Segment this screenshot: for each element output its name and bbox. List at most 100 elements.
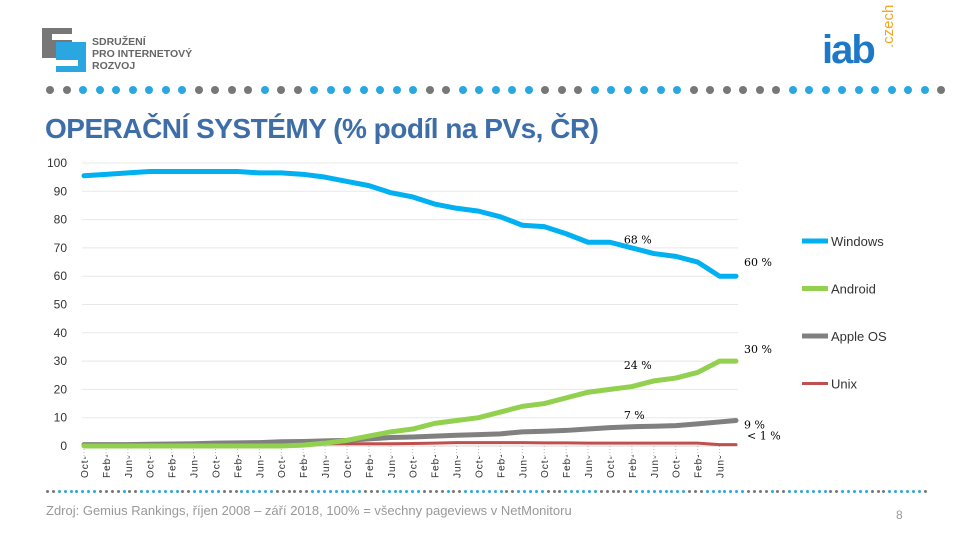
divider-dot	[387, 490, 391, 493]
divider-dot	[409, 86, 417, 94]
divider-dot	[376, 86, 384, 94]
divider-dot	[888, 490, 892, 493]
x-tick-label: Feb-	[365, 453, 376, 478]
divider-dot	[574, 86, 582, 94]
divider-dot	[293, 490, 297, 493]
divider-dot	[175, 490, 179, 493]
divider-dot	[811, 490, 815, 493]
divider-dot	[375, 490, 379, 493]
source-note: Zdroj: Gemius Rankings, říjen 2008 – zář…	[46, 503, 572, 518]
divider-dot	[425, 86, 434, 94]
legend-label: Android	[831, 282, 876, 297]
divider-dot	[210, 490, 214, 493]
divider-dot	[152, 490, 156, 493]
divider-dot	[917, 490, 921, 493]
divider-dot	[181, 490, 185, 493]
divider-dot	[157, 490, 161, 493]
divider-dot	[693, 490, 697, 493]
divider-dot	[617, 490, 621, 493]
divider-dot	[75, 490, 79, 493]
data-label: 60 %	[744, 256, 772, 269]
divider-dot	[900, 490, 904, 493]
divider-dot	[682, 490, 686, 493]
divider-dot	[275, 490, 279, 493]
divider-dot	[110, 490, 114, 493]
divider-dot	[199, 490, 203, 493]
divider-dot	[116, 490, 120, 493]
divider-dot	[923, 490, 927, 493]
x-tick-label: Feb-	[562, 453, 573, 478]
divider-dot	[821, 86, 830, 94]
divider-dot	[145, 86, 153, 94]
divider-dot	[920, 86, 929, 94]
divider-dot	[417, 490, 421, 493]
series-line-windows	[81, 168, 739, 279]
divider-dot	[511, 490, 515, 493]
divider-dot	[658, 490, 662, 493]
divider-dot	[805, 86, 813, 94]
divider-dot	[364, 490, 368, 493]
legend-label: Apple OS	[831, 329, 887, 344]
y-tick-label: 30	[54, 354, 68, 368]
divider-dot	[464, 490, 468, 493]
divider-dot	[244, 86, 252, 94]
divider-dot	[227, 86, 236, 94]
divider-dot	[853, 490, 857, 493]
divider-dot	[440, 490, 444, 493]
divider-dot	[260, 86, 269, 94]
divider-dot	[534, 490, 538, 493]
divider-dot	[62, 86, 71, 94]
divider-dot	[524, 86, 533, 94]
divider-dot	[187, 490, 191, 493]
divider-dot	[359, 86, 368, 94]
divider-dot	[161, 86, 170, 94]
divider-dot	[194, 86, 203, 94]
divider-dot	[381, 490, 385, 493]
x-tick-label: Jun-	[518, 455, 529, 478]
divider-dot	[607, 86, 615, 94]
divider-dot	[63, 490, 67, 493]
series-line-apple-os	[81, 418, 739, 448]
logo-text-line: SDRUŽENÍ	[92, 36, 146, 48]
divider-dot	[722, 86, 731, 94]
divider-dot	[51, 490, 55, 493]
divider-dot	[508, 86, 516, 94]
divider-dot	[79, 86, 87, 94]
divider-dot	[57, 490, 61, 493]
divider-dot	[405, 490, 409, 493]
divider-dot	[411, 490, 415, 493]
divider-dot	[770, 490, 774, 493]
divider-dot	[782, 490, 786, 493]
divider-dot	[163, 490, 167, 493]
divider-dot	[611, 490, 615, 493]
dotted-divider-top	[46, 86, 954, 94]
iab-logo: iab	[822, 28, 876, 72]
divider-dot	[723, 490, 727, 493]
divider-dot	[452, 490, 456, 493]
divider-dot	[841, 490, 845, 493]
divider-dot	[640, 490, 644, 493]
divider-dot	[646, 490, 650, 493]
divider-dot	[434, 490, 438, 493]
divider-dot	[299, 490, 303, 493]
divider-dot	[623, 490, 627, 493]
divider-dot	[269, 490, 273, 493]
x-tick-label: Oct-	[474, 455, 485, 478]
x-tick-label: Feb-	[168, 453, 179, 478]
legend-label: Unix	[831, 377, 858, 392]
divider-dot	[428, 490, 432, 493]
x-tick-label: Oct-	[409, 455, 420, 478]
divider-dot	[95, 86, 104, 94]
divider-dot	[788, 86, 797, 94]
x-tick-label: Jun-	[190, 455, 201, 478]
divider-dot	[570, 490, 574, 493]
y-tick-label: 70	[54, 241, 68, 255]
divider-dot	[93, 490, 97, 493]
divider-dot	[764, 490, 768, 493]
divider-dot	[706, 86, 714, 94]
x-tick-label: Oct-	[343, 455, 354, 478]
x-tick-label: Oct-	[672, 455, 683, 478]
divider-dot	[128, 86, 137, 94]
y-tick-label: 90	[54, 184, 68, 198]
